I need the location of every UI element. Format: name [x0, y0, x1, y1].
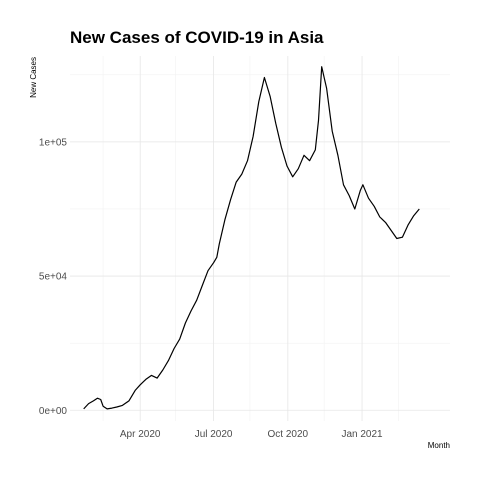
y-tick-label: 1e+05 [39, 137, 68, 148]
x-tick-label: Apr 2020 [120, 429, 161, 440]
x-axis-label: Month [428, 441, 450, 450]
series-line-new-cases [84, 67, 420, 409]
major-gridlines [70, 56, 450, 421]
x-tick-label: Jul 2020 [195, 429, 233, 440]
y-tick-label: 0e+00 [39, 406, 68, 417]
x-tick-label: Oct 2020 [268, 429, 309, 440]
minor-gridlines [70, 56, 450, 421]
chart-title: New Cases of COVID-19 in Asia [70, 28, 324, 47]
y-tick-label: 5e+04 [39, 272, 68, 283]
x-tick-label: Jan 2021 [341, 429, 383, 440]
y-axis-label: New Cases [29, 57, 38, 98]
y-axis-tick-labels: 0e+00 5e+04 1e+05 [39, 137, 68, 416]
x-axis-tick-labels: Apr 2020 Jul 2020 Oct 2020 Jan 2021 [120, 429, 383, 440]
